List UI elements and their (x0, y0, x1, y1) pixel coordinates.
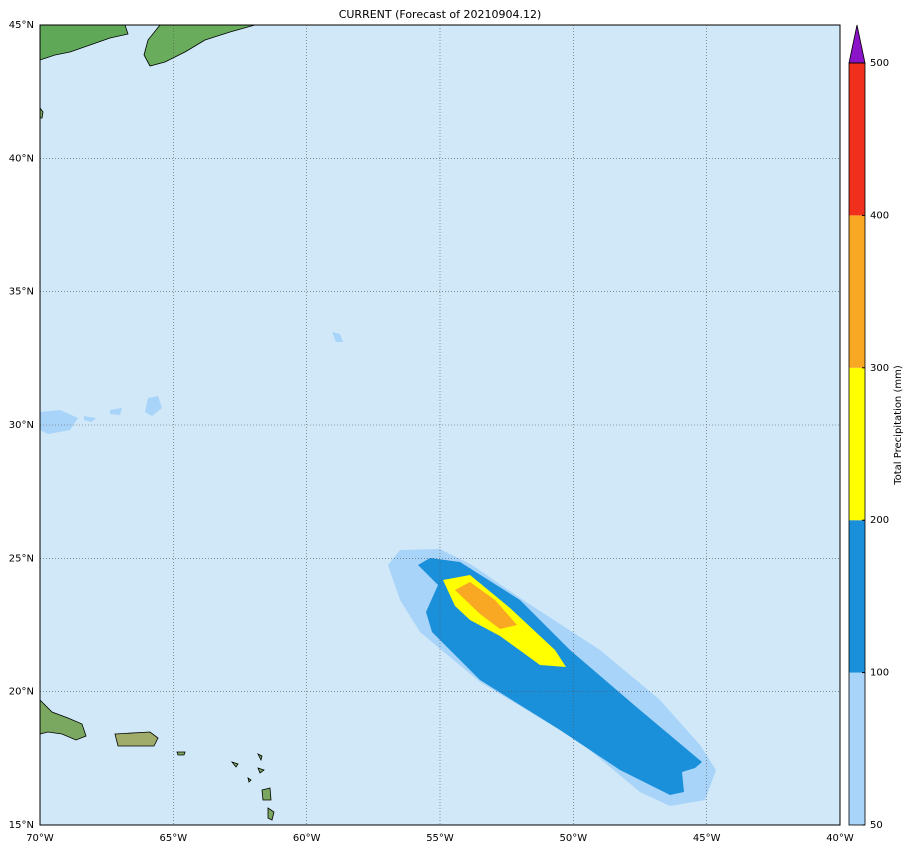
x-tick-label: 65°W (160, 833, 188, 844)
y-tick-label: 30°N (9, 420, 34, 431)
colorbar-tick-label: 500 (870, 58, 889, 69)
y-tick-label: 25°N (9, 553, 34, 564)
land-islands (39, 106, 275, 821)
land-newfoundland (143, 24, 256, 67)
colorbar-band (849, 63, 865, 216)
y-tick-label: 20°N (9, 687, 34, 698)
land-nova-scotia (39, 24, 129, 61)
y-tick-label: 40°N (9, 153, 34, 164)
y-tick-label: 35°N (9, 287, 34, 298)
y-tick-label: 45°N (9, 20, 34, 31)
land-puerto-rico (114, 731, 159, 747)
land-hispaniola (39, 699, 87, 741)
colorbar-extend (848, 24, 866, 64)
map-frame (39, 24, 841, 826)
land (39, 24, 275, 821)
x-tick-label: 70°W (26, 833, 54, 844)
title: CURRENT (Forecast of 20210904.12) (339, 8, 542, 21)
x-tick-label: 60°W (293, 833, 321, 844)
colorbar-tick-label: 400 (870, 210, 889, 221)
colorbar-band (849, 367, 865, 521)
precipitation (40, 332, 716, 806)
precip-50 (40, 332, 343, 434)
x-tick-label: 40°W (826, 833, 854, 844)
colorbar-tick-label: 300 (870, 363, 889, 374)
precip-hole (690, 776, 700, 788)
colorbar-tick-label: 50 (870, 820, 883, 831)
colorbar-label: Total Precipitation (mm) (893, 365, 904, 486)
colorbar-tick-label: 200 (870, 515, 889, 526)
x-tick-label: 45°W (693, 833, 721, 844)
colorbar-band (849, 215, 865, 368)
precip-300 (455, 582, 517, 629)
x-tick-label: 55°W (426, 833, 454, 844)
colorbar: 50 100 200 300 400 500 (848, 24, 889, 831)
colorbar-tick-label: 100 (870, 668, 889, 679)
colorbar-band (849, 520, 865, 673)
y-tick-label: 15°N (9, 820, 34, 831)
colorbar-frame (848, 62, 866, 826)
x-tick-label: 50°W (560, 833, 588, 844)
colorbar-band (849, 672, 865, 825)
